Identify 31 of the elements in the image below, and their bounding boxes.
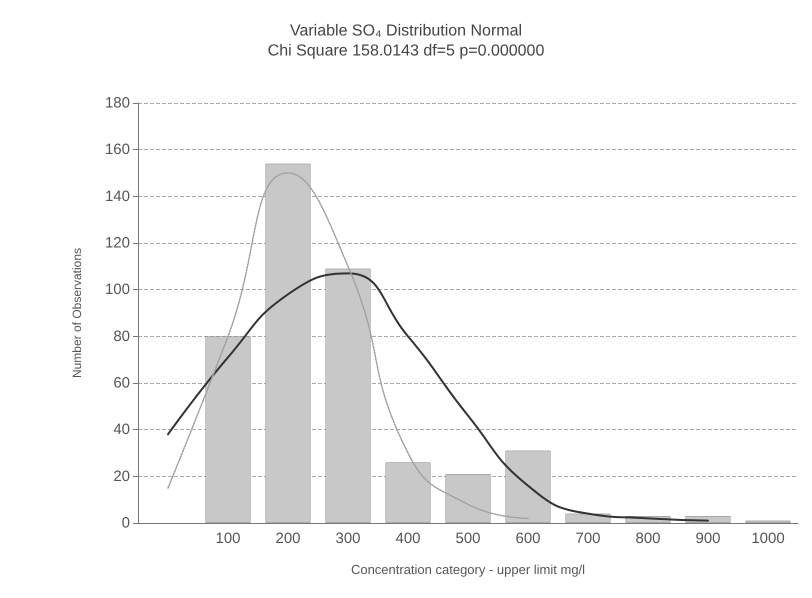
bar	[206, 336, 250, 523]
y-tick-label: 140	[104, 188, 130, 205]
chart-subtitle: Chi Square 158.0143 df=5 p=0.000000	[268, 42, 544, 60]
y-tick-label: 180	[104, 94, 130, 112]
x-tick-label: 1000	[751, 530, 785, 547]
x-tick-label: 900	[695, 530, 721, 547]
y-tick-label: 0	[122, 514, 130, 532]
y-axis-title: Number of Observations	[70, 248, 84, 378]
x-axis-title: Concentration category - upper limit mg/l	[350, 562, 586, 577]
bar	[446, 474, 490, 523]
chart-title: Variable SO₄ Distribution Normal	[290, 22, 522, 40]
y-tick-label: 100	[104, 281, 130, 298]
x-tick-label: 500	[455, 530, 481, 547]
x-tick-label: 400	[395, 530, 421, 547]
y-tick-label: 20	[113, 468, 130, 485]
y-tick-label: 60	[113, 374, 130, 392]
x-tick-label: 200	[275, 530, 301, 547]
y-tick-label: 160	[104, 141, 130, 158]
x-tick-label: 100	[215, 530, 241, 547]
x-tick-label: 600	[515, 530, 541, 547]
y-tick-label: 40	[113, 421, 130, 438]
bar	[326, 268, 370, 523]
line-series	[167, 272, 709, 522]
x-tick-label: 300	[335, 530, 361, 547]
y-tick-label: 120	[104, 234, 130, 252]
bar	[506, 450, 550, 523]
x-tick-label: 800	[635, 530, 661, 547]
bar	[266, 164, 310, 523]
bar	[386, 462, 430, 523]
x-tick-label: 700	[575, 530, 601, 547]
y-tick-label: 80	[113, 328, 130, 345]
